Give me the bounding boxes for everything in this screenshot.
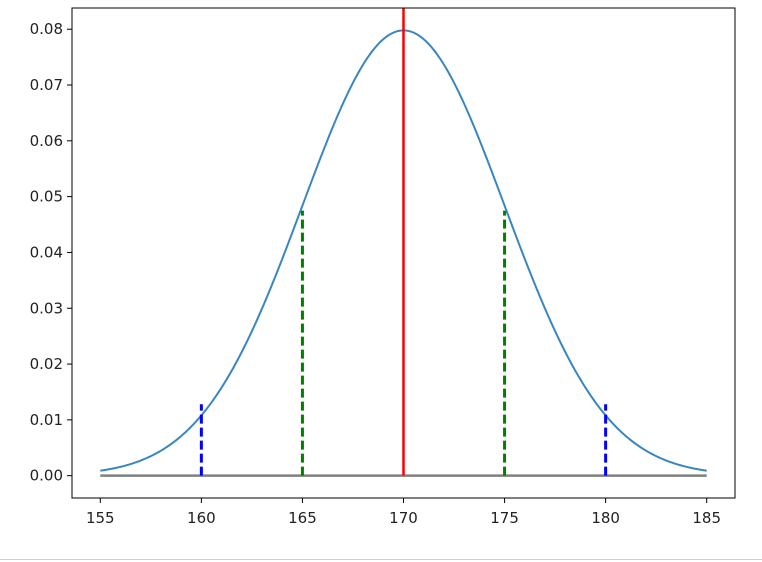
plot-layer	[100, 8, 707, 477]
x-tick-label: 185	[692, 509, 721, 527]
y-tick-label: 0.01	[30, 411, 63, 429]
y-tick-label: 0.05	[30, 188, 63, 206]
y-tick-label: 0.08	[30, 20, 63, 38]
y-tick-label: 0.04	[30, 243, 63, 261]
x-tick-label: 180	[591, 509, 620, 527]
x-tick-label: 175	[490, 509, 519, 527]
bottom-divider	[0, 559, 762, 560]
x-tick-label: 165	[288, 509, 317, 527]
x-tick-label: 170	[389, 509, 418, 527]
y-tick-label: 0.02	[30, 355, 63, 373]
y-tick-label: 0.03	[30, 299, 63, 317]
x-tick-label: 155	[86, 509, 115, 527]
y-tick-label: 0.06	[30, 132, 63, 150]
axes-layer: 155 160 165 170 175 180 185 0.00 0.01 0.02 0.03 0.0…	[30, 20, 721, 527]
x-tick-label: 160	[187, 509, 216, 527]
y-tick-label: 0.07	[30, 76, 63, 94]
y-tick-label: 0.00	[30, 467, 63, 485]
